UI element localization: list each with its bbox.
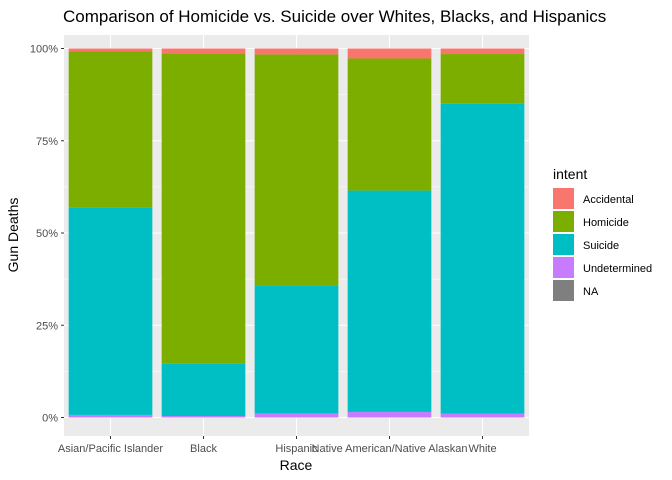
- y-axis-title: Gun Deaths: [5, 198, 21, 273]
- y-tick-labels: 0% 25% 50% 75% 100%: [30, 44, 64, 425]
- legend-swatch-homicide: [553, 211, 574, 232]
- bar-segment-undetermined: [347, 411, 432, 418]
- bar-segment-homicide: [440, 54, 525, 104]
- x-tick-labels: Asian/Pacific Islander Black HispanicNativ…: [58, 436, 497, 455]
- bar-segment-homicide: [68, 51, 153, 208]
- bar-segment-homicide: [161, 53, 246, 364]
- legend-swatch-accidental: [553, 188, 574, 209]
- bar-segment-suicide: [68, 207, 153, 415]
- bars: [68, 48, 525, 418]
- bar-segment-homicide: [254, 54, 339, 286]
- bar-segment-accidental: [254, 48, 339, 55]
- y-tick-label: 0%: [42, 413, 58, 425]
- bar-segment-accidental: [347, 48, 432, 59]
- x-tick-label: White: [468, 443, 496, 455]
- legend-swatch-undetermined: [553, 257, 574, 278]
- y-tick-label: 25%: [36, 320, 58, 332]
- legend-swatch-na: [553, 280, 574, 301]
- legend-swatch-suicide: [553, 234, 574, 255]
- legend-label: Homicide: [583, 217, 629, 229]
- legend: intent Accidental Homicide Suicide Undeterm…: [553, 166, 652, 301]
- x-tick-label: Native American/Native Alaskan: [312, 443, 468, 455]
- legend-label: Undetermined: [583, 263, 652, 275]
- bar-segment-accidental: [161, 48, 246, 54]
- bar-segment-homicide: [347, 58, 432, 191]
- legend-title: intent: [553, 166, 587, 182]
- legend-label: Suicide: [583, 240, 619, 252]
- y-tick-label: 100%: [30, 44, 58, 56]
- legend-label: NA: [583, 286, 599, 298]
- y-tick-label: 50%: [36, 228, 58, 240]
- bar-segment-undetermined: [254, 413, 339, 418]
- bar-segment-undetermined: [68, 414, 153, 418]
- bar-segment-suicide: [254, 285, 339, 414]
- x-tick-label: Hispanic: [275, 443, 318, 455]
- bar-segment-undetermined: [161, 416, 246, 418]
- bar-segment-accidental: [440, 48, 525, 55]
- x-tick-label: Black: [190, 443, 217, 455]
- chart-title: Comparison of Homicide vs. Suicide over …: [63, 7, 606, 26]
- bar-segment-suicide: [161, 363, 246, 417]
- bar-segment-suicide: [347, 190, 432, 412]
- bar-segment-accidental: [68, 48, 153, 52]
- legend-label: Accidental: [583, 194, 634, 206]
- y-tick-label: 75%: [36, 136, 58, 148]
- bar-segment-suicide: [440, 103, 525, 414]
- x-tick-label: Asian/Pacific Islander: [58, 443, 163, 455]
- x-axis-title: Race: [280, 457, 313, 473]
- bar-segment-undetermined: [440, 413, 525, 418]
